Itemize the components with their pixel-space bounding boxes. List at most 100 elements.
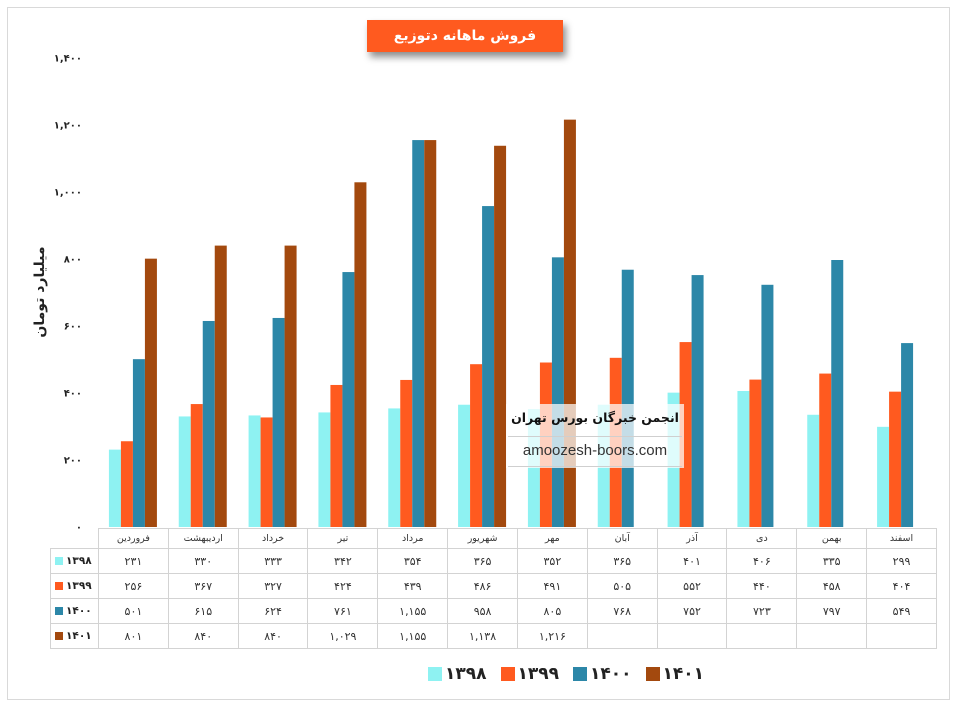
chart-title: فروش ماهانه دتوزیع: [367, 20, 563, 52]
bar-series-3-month-7: [551, 257, 564, 527]
watermark-url: amoozesh-boors.com: [522, 442, 668, 459]
table-cell-series-2-month-9: ۵۵۲: [656, 573, 728, 599]
bar-series-3-month-8: [621, 269, 634, 527]
table-cell-series-3-month-9: ۷۵۲: [656, 598, 728, 624]
table-series-name: ۱۳۹۸: [66, 555, 92, 567]
bar-series-3-month-9: [691, 275, 704, 527]
y-tick-label-3: ۶۰۰: [64, 322, 82, 333]
y-tick-label-7: ۱,۴۰۰: [54, 54, 82, 65]
bar-series-1-month-12: [877, 426, 890, 527]
table-cell-series-2-month-1: ۲۵۶: [98, 573, 169, 599]
legend-swatch: [573, 667, 588, 681]
bar-series-2-month-4: [330, 384, 343, 527]
bar-series-3-month-3: [272, 317, 285, 527]
y-tick-label-2: ۴۰۰: [64, 389, 82, 400]
table-row-series-3: ۱۴۰۰ ۵۰۱ ۶۱۵ ۶۲۴ ۷۶۱ ۱,۱۵۵ ۹۵۸ ۸۰۵ ۷۶۸ ۷۵۲ ۷۲۳ ۷۹۷ ۵…: [50, 598, 937, 624]
table-cell-series-3-month-3: ۶۲۴: [237, 598, 309, 624]
bar-series-3-month-6: [482, 206, 495, 527]
table-series-label-3: ۱۴۰۰: [50, 598, 99, 624]
bar-series-2-month-9: [679, 342, 692, 527]
table-header-month-6: شهریور: [447, 528, 518, 549]
legend: ۱۳۹۸ ۱۳۹۹ ۱۴۰۰ ۱۴۰۱: [428, 662, 704, 686]
table-cell-series-4-month-8: [586, 623, 658, 649]
bar-series-2-month-1: [120, 441, 133, 527]
legend-label: ۱۴۰۰: [590, 664, 632, 684]
table-cell-series-4-month-10: [726, 623, 798, 649]
table-header-month-10: دی: [726, 528, 798, 549]
bar-series-3-month-2: [202, 320, 215, 527]
bar-series-1-month-5: [388, 408, 401, 527]
y-tick-label-6: ۱,۲۰۰: [54, 121, 82, 132]
table-cell-series-4-month-9: [656, 623, 728, 649]
bar-series-4-month-2: [214, 245, 227, 527]
table-header-row: فروردین اردیبهشت خرداد تیر مرداد شهریور مهر آبا…: [50, 528, 937, 549]
table-cell-series-4-month-4: ۱,۰۲۹: [307, 623, 379, 649]
table-cell-series-4-month-3: ۸۴۰: [237, 623, 309, 649]
bar-series-4-month-3: [284, 245, 297, 527]
table-cell-series-2-month-12: ۴۰۴: [866, 573, 937, 599]
y-tick-label-0: ۰: [76, 523, 82, 534]
bar-series-4-month-1: [144, 258, 157, 527]
bars-group: [108, 119, 914, 528]
table-cell-series-2-month-11: ۴۵۸: [796, 573, 868, 599]
bar-series-3-month-1: [132, 359, 145, 527]
table-cell-series-1-month-4: ۳۴۲: [307, 548, 379, 574]
table-header-month-4: تیر: [307, 528, 379, 549]
bar-series-4-month-4: [354, 182, 367, 528]
bar-series-1-month-4: [318, 412, 331, 527]
table-row-series-2: ۱۳۹۹ ۲۵۶ ۳۶۷ ۳۲۷ ۴۲۴ ۴۳۹ ۴۸۶ ۴۹۱ ۵۰۵ ۵۵۲ ۴۴۰ ۴۵۸ ۴۰۴: [50, 573, 937, 599]
table-header-month-1: فروردین: [98, 528, 169, 549]
bar-series-3-month-10: [761, 284, 774, 527]
bar-series-1-month-3: [248, 415, 261, 527]
y-tick-label-4: ۸۰۰: [64, 255, 82, 266]
table-cell-series-2-month-5: ۴۳۹: [377, 573, 449, 599]
table-series-swatch: [55, 557, 63, 565]
table-cell-series-3-month-5: ۱,۱۵۵: [377, 598, 449, 624]
table-cell-series-4-month-5: ۱,۱۵۵: [377, 623, 449, 649]
table-cell-series-2-month-6: ۴۸۶: [447, 573, 518, 599]
table-row-series-1: ۱۳۹۸ ۲۳۱ ۳۳۰ ۳۳۳ ۳۴۲ ۳۵۴ ۳۶۵ ۳۵۲ ۳۶۵ ۴۰۱ ۴۰۶ ۳۳۵ ۲۹۹: [50, 548, 937, 574]
legend-swatch: [428, 667, 442, 681]
y-axis: ۰ ۲۰۰ ۴۰۰ ۶۰۰ ۸۰۰ ۱,۰۰۰ ۱,۲۰۰ ۱,۴۰۰: [54, 54, 82, 534]
bar-series-1-month-10: [737, 390, 750, 527]
table-cell-series-1-month-2: ۳۳۰: [167, 548, 239, 574]
y-axis-title: میلیارد تومان: [32, 246, 48, 338]
table-cell-series-1-month-3: ۳۳۳: [237, 548, 309, 574]
bar-series-2-month-11: [819, 373, 832, 527]
bar-series-1-month-6: [458, 404, 471, 527]
table-cell-series-1-month-9: ۴۰۱: [656, 548, 728, 574]
table-cell-series-1-month-10: ۴۰۶: [726, 548, 798, 574]
table-cell-series-4-month-1: ۸۰۱: [98, 623, 169, 649]
table-cell-series-3-month-11: ۷۹۷: [796, 598, 868, 624]
table-cell-series-1-month-5: ۳۵۴: [377, 548, 449, 574]
table-cell-series-1-month-12: ۲۹۹: [866, 548, 937, 574]
table-series-swatch: [55, 607, 63, 615]
table-header-month-2: اردیبهشت: [167, 528, 239, 549]
table-corner-cell: [50, 528, 99, 549]
legend-swatch: [645, 667, 660, 681]
bar-series-4-month-6: [494, 145, 507, 527]
table-cell-series-2-month-3: ۳۲۷: [237, 573, 309, 599]
table-cell-series-3-month-4: ۷۶۱: [307, 598, 379, 624]
table-series-label-4: ۱۴۰۱: [50, 623, 99, 649]
table-cell-series-3-month-7: ۸۰۵: [516, 598, 588, 624]
bar-series-1-month-1: [108, 449, 121, 527]
table-series-name: ۱۴۰۰: [66, 605, 92, 617]
table-cell-series-4-month-11: [796, 623, 868, 649]
chart-frame: [7, 7, 950, 700]
table-cell-series-4-month-12: [866, 623, 937, 649]
table-cell-series-2-month-2: ۳۶۷: [167, 573, 239, 599]
table-series-swatch: [55, 582, 63, 590]
bar-series-3-month-11: [831, 260, 844, 527]
legend-label: ۱۴۰۱: [662, 664, 705, 684]
bar-series-2-month-5: [400, 379, 413, 527]
y-tick-label-5: ۱,۰۰۰: [54, 188, 82, 199]
bar-series-2-month-12: [889, 391, 902, 527]
bar-series-3-month-5: [412, 140, 425, 527]
bar-series-1-month-2: [178, 416, 191, 527]
data-table: فروردین اردیبهشت خرداد تیر مرداد شهریور مهر آبا…: [50, 528, 937, 649]
bar-series-1-month-11: [807, 414, 820, 527]
bar-series-4-month-5: [424, 140, 437, 527]
legend-label: ۱۳۹۹: [517, 664, 560, 684]
